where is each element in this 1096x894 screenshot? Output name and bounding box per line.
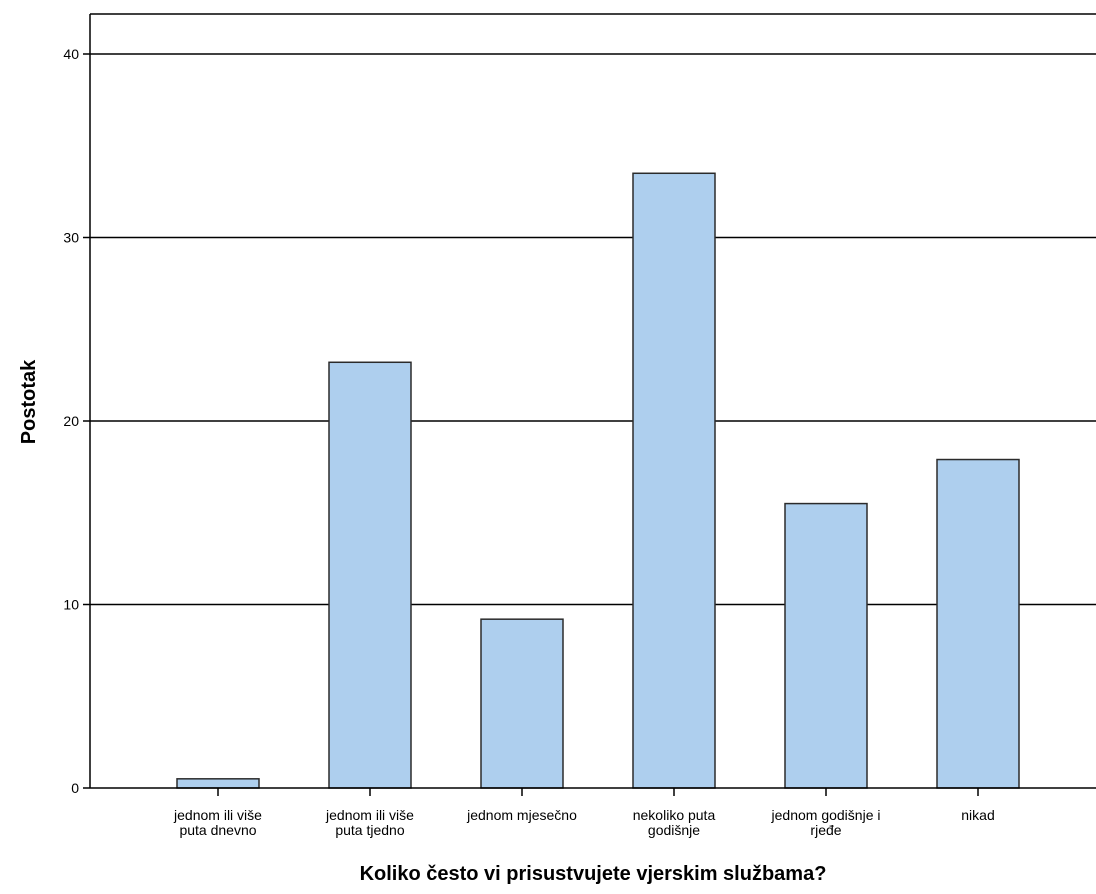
category-label: jednom godišnje i rjeđe [771, 807, 881, 838]
y-tick-label: 20 [63, 413, 79, 429]
bar [936, 458, 1020, 789]
bars [176, 172, 1020, 789]
category-label-line: nikad [961, 807, 994, 823]
category-label: nekoliko puta godišnje [633, 807, 716, 838]
y-tick-label: 40 [63, 46, 79, 62]
y-axis-title: Postotak [18, 359, 40, 444]
category-label: jednom ili više puta tjedno [325, 807, 414, 838]
category-label-line: jednom godišnje i [771, 807, 881, 823]
category-label: nikad [961, 807, 994, 823]
category-label-line: godišnje [648, 822, 700, 838]
category-label-line: jednom ili više [173, 807, 262, 823]
gridlines [90, 53, 1096, 606]
x-axis-title: Koliko često vi prisustvujete vjerskim s… [360, 863, 827, 885]
bar [176, 778, 260, 789]
category-label-line: jednom mjesečno [466, 807, 577, 823]
bar [632, 172, 716, 789]
category-label-line: puta tjedno [335, 822, 404, 838]
bar [784, 502, 868, 789]
category-label: jednom mjesečno [466, 807, 577, 823]
category-label-line: jednom ili više [325, 807, 414, 823]
bar [328, 361, 412, 789]
axes [83, 13, 1096, 796]
category-label: jednom ili više puta dnevno [173, 807, 262, 838]
category-label-line: nekoliko puta [633, 807, 716, 823]
category-label-line: puta dnevno [179, 822, 256, 838]
y-tick-label: 30 [63, 230, 79, 246]
y-tick-label: 10 [63, 597, 79, 613]
y-tick-label: 0 [71, 780, 79, 796]
category-label-line: rjeđe [810, 822, 841, 838]
bar [480, 618, 564, 789]
